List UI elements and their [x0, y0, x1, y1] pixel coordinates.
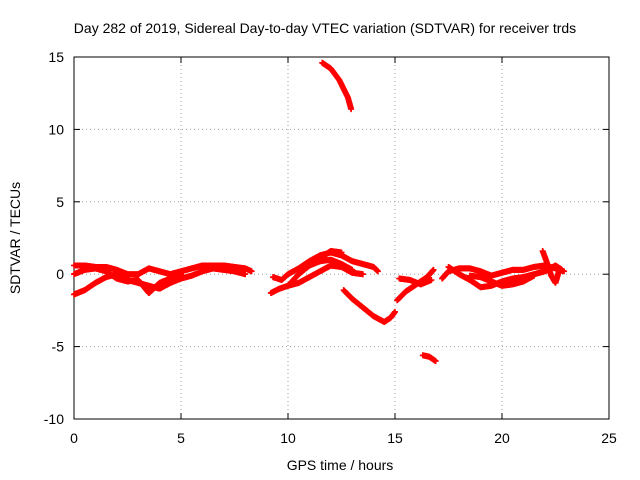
- data-point: [556, 265, 563, 272]
- x-tick-label: 25: [601, 430, 617, 446]
- series-track-l: [419, 352, 439, 365]
- data-point: [428, 276, 435, 283]
- axis-ticks: 0 5 10 15 20 25 -10 -5 0 5 10 15: [44, 49, 617, 446]
- y-axis-label: SDTVAR / TECUs: [7, 182, 23, 294]
- data-points: [71, 59, 568, 365]
- y-tick-label: 0: [56, 266, 64, 282]
- series-track-c: [71, 265, 184, 297]
- x-tick-label: 10: [280, 430, 296, 446]
- data-point: [374, 268, 381, 275]
- series-track-g: [317, 248, 345, 262]
- series-track-o: [466, 272, 538, 289]
- data-point: [392, 308, 398, 315]
- y-tick-label: -5: [52, 339, 65, 355]
- grid-lines: [74, 57, 609, 419]
- data-point: [248, 268, 255, 275]
- data-point: [348, 106, 355, 113]
- series-track-p: [539, 248, 563, 286]
- x-tick-label: 20: [494, 430, 510, 446]
- data-point: [430, 266, 437, 273]
- data-point: [242, 271, 249, 278]
- y-tick-label: -10: [44, 411, 64, 427]
- data-point: [531, 272, 538, 279]
- plot-frame: [73, 56, 610, 420]
- data-point: [432, 358, 439, 365]
- x-tick-label: 15: [387, 430, 403, 446]
- data-point: [338, 249, 345, 256]
- data-point: [359, 271, 366, 278]
- y-tick-label: 10: [48, 121, 64, 137]
- series-track-k: [396, 275, 435, 288]
- y-tick-label: 5: [56, 194, 64, 210]
- x-tick-label: 5: [177, 430, 185, 446]
- data-point: [349, 266, 356, 273]
- series-track-h: [319, 59, 355, 113]
- y-tick-label: 15: [48, 49, 64, 65]
- x-tick-label: 0: [70, 430, 78, 446]
- series-track-i: [340, 287, 398, 325]
- chart-title: Day 282 of 2019, Sidereal Day-to-day VTE…: [74, 20, 576, 36]
- series-track-f: [285, 256, 356, 289]
- x-axis-label: GPS time / hours: [287, 457, 394, 473]
- data-point: [178, 271, 184, 278]
